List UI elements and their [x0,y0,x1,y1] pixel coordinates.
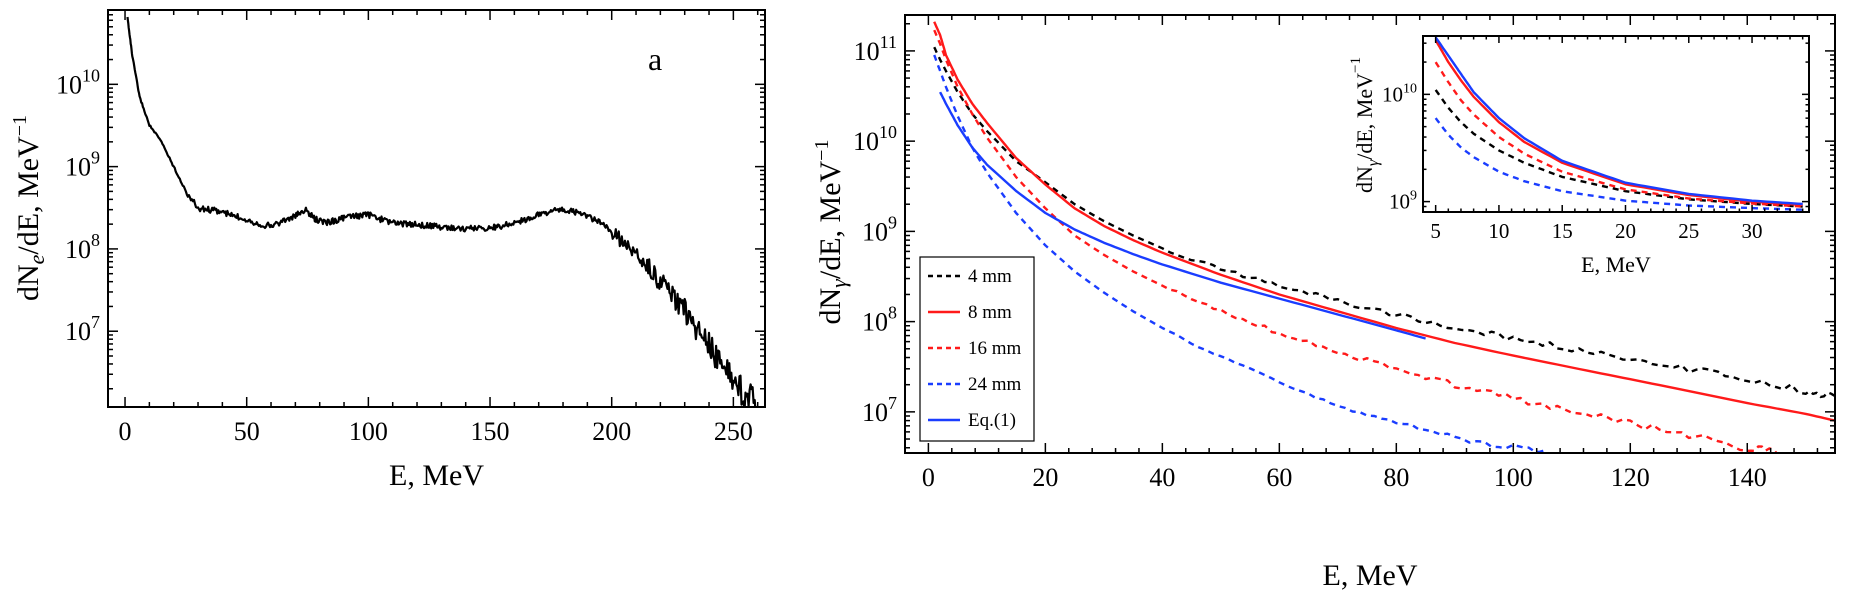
legend-label: 8 mm [968,302,1012,323]
x-tick-label: 150 [471,417,510,446]
x-tick-label: 20 [1032,463,1058,492]
inset-x-axis-label: E, MeV [1581,252,1651,277]
x-axis-label: E, MeV [1323,559,1418,592]
y-tick-label: 1010 [853,122,897,156]
y-tick-label: 108 [862,303,897,337]
x-tick-label: 140 [1728,463,1767,492]
inset-background [1423,36,1809,212]
panel-label: a [648,41,662,77]
x-tick-label: 20 [1615,219,1636,243]
x-tick-label: 0 [922,463,935,492]
inset-series-line-16-mm [1434,61,1803,208]
y-axis-label: dNe/dE, MeV−1 [9,115,49,301]
inset-series-line-4-mm [1434,89,1803,208]
y-tick-label: 1010 [1382,81,1417,106]
legend-label: 4 mm [968,266,1012,287]
series-line-4-mm [933,46,1835,399]
y-tick-label: 1011 [854,32,897,66]
x-tick-label: 10 [1488,219,1509,243]
y-tick-label: 107 [862,393,897,427]
y-axis-label: dNγ/dE, MeV−1 [1348,57,1382,193]
x-tick-label: 250 [714,417,753,446]
series-line-eq-1- [939,91,1426,340]
series-line-16-mm [933,29,1778,453]
x-tick-label: 200 [592,417,631,446]
legend-label: Eq.(1) [968,410,1016,431]
y-tick-label: 109 [65,148,100,182]
inset-series-line-eq-1- [1434,36,1803,206]
chart-b-series-group [933,21,1835,453]
x-tick-label: 80 [1383,463,1409,492]
y-tick-label: 108 [65,230,100,264]
x-tick-label: 30 [1742,219,1763,243]
y-axis-label: dNγ/dE, MeV−1 [811,140,851,325]
x-tick-label: 120 [1611,463,1650,492]
series-line-electron-spectrum [126,16,758,407]
y-tick-label: 109 [1389,189,1417,214]
chart-b: 0 20 40 60 80 100 120 140 107 108 109 1010 1011 dNγ/d… [811,14,1836,592]
plot-frame [904,14,1836,454]
inset-series-line-24-mm [1434,117,1803,211]
series-line-8-mm [933,21,1835,422]
legend: 4 mm 8 mm 16 mm 24 mm Eq.(1) [919,256,1035,442]
plot-frame [107,9,766,408]
y-tick-label: 109 [862,212,897,246]
y-tick-label: 1010 [56,65,100,99]
y-tick-label: 107 [65,312,100,346]
x-tick-label: 25 [1678,219,1699,243]
x-tick-label: 100 [1494,463,1533,492]
x-axis-label: E, MeV [389,459,484,492]
x-tick-label: 0 [119,417,132,446]
x-tick-label: 60 [1266,463,1292,492]
legend-label: 24 mm [968,374,1022,395]
legend-label: 16 mm [968,338,1022,359]
x-tick-label: 50 [234,417,260,446]
inset-series-group [1434,36,1803,211]
x-tick-label: 15 [1552,219,1573,243]
x-tick-label: 5 [1430,219,1441,243]
x-tick-label: 100 [349,417,388,446]
chart-a-series-group [126,16,758,407]
x-tick-label: 40 [1149,463,1175,492]
plot-frame [1422,35,1810,213]
series-line-24-mm [933,54,1555,453]
